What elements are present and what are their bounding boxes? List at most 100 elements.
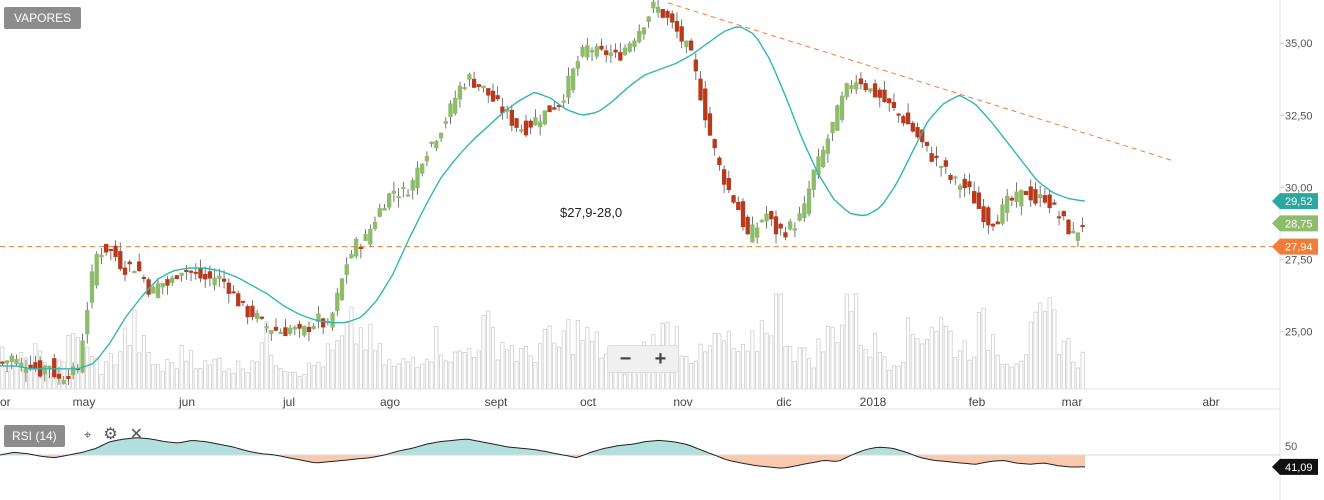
candle-body — [94, 254, 99, 286]
rsi-pane: 50 41,09 — [0, 437, 1318, 475]
volume-bar — [849, 311, 854, 390]
candle-body — [344, 264, 349, 275]
rsi-tools: ⌖ ⚙ ✕ — [84, 426, 144, 444]
candle-body — [316, 313, 321, 322]
volume-bar — [240, 368, 245, 390]
volume-bar — [939, 317, 944, 390]
candle-body — [434, 140, 439, 149]
close-icon[interactable]: ✕ — [129, 426, 144, 443]
volume-bar — [981, 307, 986, 390]
candle-body — [269, 330, 274, 334]
volume-bar — [179, 344, 184, 390]
gear-icon[interactable]: ⚙ — [103, 426, 118, 443]
volume-bar — [712, 333, 717, 390]
volume-bar — [372, 350, 378, 390]
candle-body — [236, 293, 241, 307]
volume-bar — [844, 293, 849, 390]
volume-bar — [137, 352, 142, 390]
volume-bar — [599, 357, 604, 390]
rsi-indicator-label[interactable]: RSI (14) — [4, 425, 65, 447]
candle-body — [1056, 216, 1062, 219]
candle-body — [401, 187, 406, 190]
rsi-overbought-fill — [0, 437, 1085, 455]
candle-body — [377, 208, 382, 217]
volume-bar — [684, 356, 689, 390]
candle-body — [580, 46, 585, 57]
candle-body — [151, 286, 156, 294]
candle-body — [283, 327, 288, 337]
candle-body — [254, 312, 260, 319]
volume-bar — [915, 338, 920, 390]
volume-bar — [887, 369, 892, 390]
volume-bar — [453, 351, 458, 390]
volume-bar — [278, 367, 283, 390]
candle-body — [717, 157, 722, 166]
candle-body — [311, 325, 316, 329]
volume-bar — [212, 358, 217, 390]
candle-body — [533, 117, 538, 126]
volume-bar — [990, 334, 996, 390]
candle-body — [1071, 230, 1076, 233]
candle-body — [245, 306, 250, 318]
volume-bar — [797, 347, 802, 390]
volume-bar — [217, 357, 222, 390]
price-axis: 35,00 32,50 30,00 27,50 25,00 — [1280, 38, 1313, 338]
time-axis: or may jun jul ago sept oct nov dic 2018 feb mar abr — [0, 395, 1220, 409]
candle-body — [391, 190, 397, 194]
candle-body — [1066, 219, 1071, 235]
volume-bar — [957, 350, 963, 390]
candle-body — [118, 251, 123, 270]
volume-bar — [363, 349, 368, 390]
volume-bar — [986, 350, 991, 390]
candle-body — [905, 112, 911, 125]
candle-body — [891, 102, 897, 109]
volume-bar — [868, 356, 873, 390]
volume-bar — [571, 354, 576, 390]
volume-bar — [1005, 363, 1010, 390]
candle-body — [490, 90, 496, 102]
volume-bar — [1014, 363, 1019, 390]
volume-bar — [542, 328, 547, 390]
volume-bar — [594, 331, 599, 390]
candle-body — [368, 228, 373, 245]
candle-body — [278, 331, 283, 335]
candle-body — [52, 358, 57, 378]
candlesticks — [0, 0, 1085, 386]
volume-bar — [420, 363, 425, 390]
volume-bar — [250, 360, 255, 390]
volume-bar — [391, 365, 396, 390]
candle-body — [641, 27, 647, 35]
candle-body — [358, 246, 364, 250]
volume-bar — [132, 309, 137, 390]
volume-bar — [528, 355, 533, 390]
candle-body — [9, 355, 14, 362]
volume-bar — [759, 320, 764, 390]
zoom-out-button[interactable]: − — [619, 347, 632, 370]
price-tag-last — [1272, 215, 1318, 232]
candle-body — [1052, 202, 1057, 205]
volume-bar — [962, 340, 967, 390]
zoom-control[interactable]: − + — [607, 345, 679, 373]
candle-body — [273, 326, 279, 331]
candle-body — [575, 61, 581, 69]
candle-body — [844, 83, 849, 98]
candle-body — [825, 138, 831, 154]
pin-icon[interactable]: ⌖ — [84, 427, 92, 442]
candle-body — [203, 273, 208, 280]
candle-body — [674, 20, 680, 32]
volume-bar — [1028, 321, 1033, 390]
volume-bar — [693, 360, 698, 390]
symbol-label[interactable]: VAPORES — [4, 7, 82, 29]
candle-body — [967, 181, 972, 188]
time-tick-label: feb — [969, 395, 986, 409]
candle-body — [122, 267, 128, 275]
zoom-in-button[interactable]: + — [654, 347, 667, 370]
candle-body — [1042, 195, 1048, 203]
volume-bar — [108, 353, 113, 390]
volume-bar — [717, 333, 722, 390]
candle-body — [174, 275, 180, 280]
candle-body — [1047, 194, 1052, 209]
candle-body — [783, 232, 788, 238]
candle-body — [1009, 197, 1015, 201]
